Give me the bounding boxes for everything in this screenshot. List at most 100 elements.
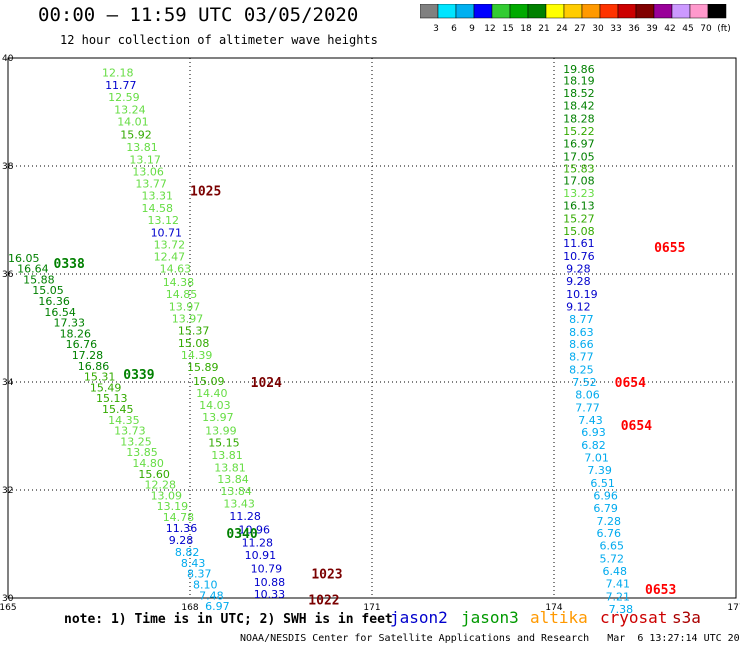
wave-height-point: 7.38 bbox=[609, 603, 634, 616]
wave-height-point: 6.48 bbox=[603, 565, 628, 578]
pass-time-label: 1025 bbox=[190, 184, 221, 199]
wave-height-point: 15.27 bbox=[563, 212, 595, 225]
y-tick-label: 38 bbox=[2, 162, 14, 172]
colorbar-label: 12 bbox=[484, 24, 495, 34]
colorbar-label: 42 bbox=[664, 24, 675, 34]
wave-height-point: 15.37 bbox=[178, 325, 210, 338]
wave-height-point: 6.97 bbox=[205, 600, 230, 613]
wave-height-point: 17.33 bbox=[54, 317, 86, 330]
wave-height-point: 14.85 bbox=[166, 288, 198, 301]
wave-height-point: 16.54 bbox=[44, 306, 76, 319]
wave-height-point: 13.31 bbox=[141, 190, 173, 203]
colorbar-label: 39 bbox=[646, 24, 658, 34]
satellite-jason3-label: jason3 bbox=[461, 608, 519, 627]
x-tick-label: 168 bbox=[181, 603, 198, 613]
wave-height-point: 10.79 bbox=[251, 562, 283, 575]
wave-height-point: 9.28 bbox=[566, 263, 591, 276]
pass-time-label: 0653 bbox=[645, 583, 676, 598]
wave-height-point: 14.40 bbox=[196, 387, 228, 400]
colorbar-label: 27 bbox=[574, 24, 585, 34]
wave-height-point: 7.43 bbox=[578, 414, 603, 427]
wave-height-point: 10.88 bbox=[254, 576, 286, 589]
satellite-jason2-label: jason2 bbox=[390, 608, 448, 627]
wave-height-point: 14.38 bbox=[163, 276, 195, 289]
wave-height-point: 5.72 bbox=[600, 553, 625, 566]
wave-height-point: 6.65 bbox=[600, 540, 625, 553]
satellite-s3a-label: s3a bbox=[672, 608, 701, 627]
pass-time-label: 0654 bbox=[621, 419, 652, 434]
wave-height-point: 14.80 bbox=[132, 457, 164, 470]
wave-height-point: 14.58 bbox=[141, 202, 173, 215]
wave-height-point: 6.79 bbox=[593, 502, 618, 515]
wave-height-point: 13.12 bbox=[148, 214, 180, 227]
wave-height-point: 8.25 bbox=[569, 364, 594, 377]
wave-height-point: 14.39 bbox=[181, 349, 213, 362]
wave-height-point: 13.09 bbox=[151, 489, 183, 502]
pass-time-label: 1023 bbox=[311, 568, 342, 583]
colorbar-label: 9 bbox=[469, 24, 475, 34]
wave-height-point: 13.17 bbox=[129, 154, 161, 167]
wave-height-point: 8.06 bbox=[575, 388, 600, 401]
wave-height-point: 15.89 bbox=[187, 361, 219, 374]
wave-height-point: 15.05 bbox=[32, 284, 64, 297]
x-tick-label: 165 bbox=[0, 603, 17, 613]
wave-height-point: 15.13 bbox=[96, 392, 128, 405]
wave-height-point: 16.13 bbox=[563, 199, 595, 212]
wave-height-point: 6.76 bbox=[596, 527, 621, 540]
wave-height-point: 15.08 bbox=[178, 337, 210, 350]
wave-height-point: 11.36 bbox=[166, 522, 198, 535]
wave-height-point: 11.61 bbox=[563, 237, 595, 250]
colorbar-label: 3 bbox=[433, 24, 439, 34]
colorbar-label: 18 bbox=[520, 24, 532, 34]
colorbar-label: 21 bbox=[538, 24, 549, 34]
wave-height-point: 17.08 bbox=[563, 175, 595, 188]
note-text: note: 1) Time is in UTC; 2) SWH is in fe… bbox=[64, 612, 393, 627]
colorbar-label: 30 bbox=[592, 24, 604, 34]
wave-height-point: 16.64 bbox=[17, 263, 48, 276]
wave-height-point: 14.63 bbox=[160, 263, 192, 276]
wave-height-point: 7.52 bbox=[572, 376, 597, 389]
wave-height-point: 13.73 bbox=[114, 425, 145, 438]
wave-height-point: 8.10 bbox=[193, 579, 218, 592]
wave-height-point: 7.28 bbox=[596, 515, 621, 528]
wave-height-point: 6.93 bbox=[581, 426, 606, 439]
wave-height-point: 13.25 bbox=[120, 435, 152, 448]
credit-line: NOAA/NESDIS Center for Satellite Applica… bbox=[240, 633, 740, 644]
pass-time-label: 1022 bbox=[308, 594, 339, 609]
x-tick-label: 174 bbox=[545, 603, 562, 613]
wave-height-point: 9.28 bbox=[566, 275, 591, 288]
wave-height-point: 12.28 bbox=[145, 479, 177, 492]
wave-height-point: 10.19 bbox=[566, 288, 598, 301]
wave-height-point: 18.42 bbox=[563, 100, 595, 113]
wave-height-point: 14.03 bbox=[199, 399, 231, 412]
wave-height-point: 16.86 bbox=[78, 360, 110, 373]
x-tick-label: 177 bbox=[727, 603, 740, 613]
wave-height-point: 8.43 bbox=[181, 557, 206, 570]
wave-height-point: 18.28 bbox=[563, 112, 595, 125]
wave-height-point: 13.97 bbox=[202, 411, 234, 424]
wave-height-point: 8.66 bbox=[569, 338, 594, 351]
colorbar-label: 70 bbox=[700, 24, 712, 34]
color-scale-legend: 3 6 9 12 15 18 21 24 27 30 33 36 39 42 45 70 (ft) bbox=[420, 4, 731, 34]
pass-time-label: 0340 bbox=[226, 527, 257, 542]
wave-height-point: 13.84 bbox=[217, 473, 249, 486]
x-tick-label: 171 bbox=[363, 603, 380, 613]
wave-height-point: 13.99 bbox=[205, 425, 237, 438]
wave-height-point: 7.77 bbox=[575, 401, 600, 414]
wave-height-point: 13.72 bbox=[154, 238, 186, 251]
page-subtitle: 12 hour collection of altimeter wave hei… bbox=[60, 33, 378, 47]
wave-height-point: 17.05 bbox=[563, 150, 595, 163]
satellite-altika-label: altika bbox=[530, 608, 588, 627]
wave-height-point: 16.36 bbox=[38, 295, 69, 308]
wave-height-point: 8.37 bbox=[187, 568, 212, 581]
wave-height-point: 7.41 bbox=[606, 577, 631, 590]
wave-height-point: 13.81 bbox=[211, 449, 243, 462]
pass-time-label: 1024 bbox=[251, 376, 282, 391]
wave-height-point: 6.51 bbox=[590, 477, 615, 490]
wave-height-point: 11.77 bbox=[105, 79, 137, 92]
wave-height-point: 12.47 bbox=[154, 251, 186, 264]
wave-height-point: 14.78 bbox=[163, 511, 195, 524]
wave-height-point: 13.97 bbox=[172, 312, 204, 325]
wave-height-point: 15.92 bbox=[120, 129, 152, 142]
